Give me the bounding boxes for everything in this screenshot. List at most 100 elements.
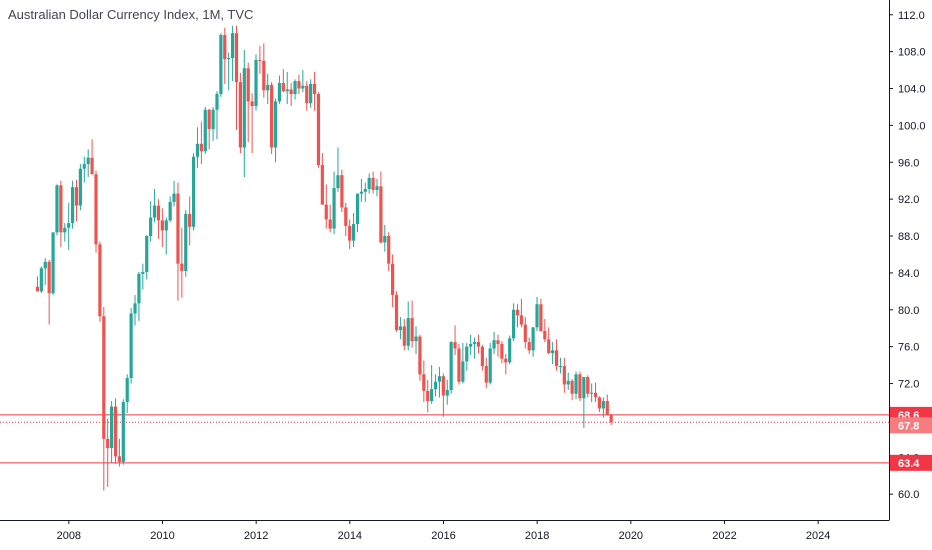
candle-body [488,348,492,383]
candle-body [574,374,578,394]
x-tick-label: 2012 [244,530,268,542]
candle-body [430,389,434,402]
candle-body [453,342,457,349]
candle-body [433,381,438,390]
candle-body [289,89,293,95]
candle-body [336,175,340,189]
candle-body [340,175,344,208]
candle-body [309,83,313,104]
candle-body [98,244,102,317]
y-tick-label: 80.0 [898,305,919,317]
candle-body [375,186,379,190]
candle-body [469,343,473,347]
candle-body [219,35,223,95]
candle-body [293,81,297,95]
candle-body [476,342,481,347]
candle-body [383,236,387,243]
candle-body [535,304,539,328]
candle-body [578,374,582,399]
candle-body [558,366,563,368]
x-tick-label: 2016 [431,530,455,542]
candle-body [121,401,125,462]
candle-body [597,397,602,409]
candle-body [426,390,430,402]
candle-body [531,327,535,351]
candle-body [199,143,203,152]
candle-body [59,185,63,233]
candle-body [363,189,367,192]
candle-body [539,304,543,331]
x-tick-label: 2010 [150,530,174,542]
x-tick-label: 2014 [338,530,362,542]
candle-body [441,376,445,396]
candle-body [94,174,98,245]
candle-body [125,378,129,402]
candle-body [258,59,262,61]
candle-body [164,220,168,231]
candle-body [359,191,363,194]
x-tick-label: 2008 [57,530,81,542]
candle-body [145,236,149,272]
candle-body [437,376,442,382]
candle-body [472,342,477,344]
candle-body [562,366,566,385]
candle-body [312,83,317,95]
y-tick-label: 72.0 [898,379,919,391]
candle-body [465,346,469,362]
candle-body [230,33,235,59]
candle-body [480,346,484,367]
candle-body [78,168,82,206]
price-label-67.8: 67.8 [898,420,919,432]
candle-body [273,101,278,148]
y-tick-label: 108.0 [898,47,926,59]
candle-body [188,213,192,227]
candle-body [367,177,371,190]
price-lines-layer [0,414,889,464]
candle-body [484,366,488,383]
price-labels-layer: 68.667.863.4 [890,406,932,471]
chart-title: Australian Dollar Currency Index, 1M, TV… [8,7,254,22]
candle-body [582,377,586,399]
candle-body [242,68,246,148]
candle-body [180,263,184,272]
candle-body [379,186,383,243]
candle-body [609,414,613,423]
candle-body [113,406,118,457]
candle-body [250,101,254,107]
candle-body [422,374,426,391]
y-tick-label: 112.0 [898,10,925,22]
y-tick-label: 104.0 [898,84,926,96]
candle-body [281,82,285,92]
candle-body [348,225,352,241]
candle-body [344,207,348,226]
price-label-bg [890,417,932,434]
candle-body [184,213,188,272]
candle-body [387,236,391,264]
x-tick-label: 2018 [525,530,549,542]
candle-body [51,232,55,294]
candle-body [316,94,321,166]
candle-body [152,205,157,218]
candle-body [527,342,531,351]
candle-body [63,227,67,233]
candle-body [82,164,86,169]
x-tick-label: 2024 [806,530,830,542]
x-tick-label: 2022 [712,530,736,542]
candle-body [176,193,180,264]
candle-body [519,315,523,325]
candle-body [324,204,328,220]
candle-body [43,261,47,269]
candle-body [511,309,516,339]
candle-body [254,59,258,107]
candle-body [133,303,137,314]
candle-body [207,109,211,130]
candle-body [70,187,75,224]
candle-body [211,109,215,130]
candle-body [301,85,305,89]
candle-body [543,330,547,340]
candle-body [461,361,465,382]
candle-body [328,219,332,229]
candle-body [172,193,176,202]
candle-body [449,342,453,390]
